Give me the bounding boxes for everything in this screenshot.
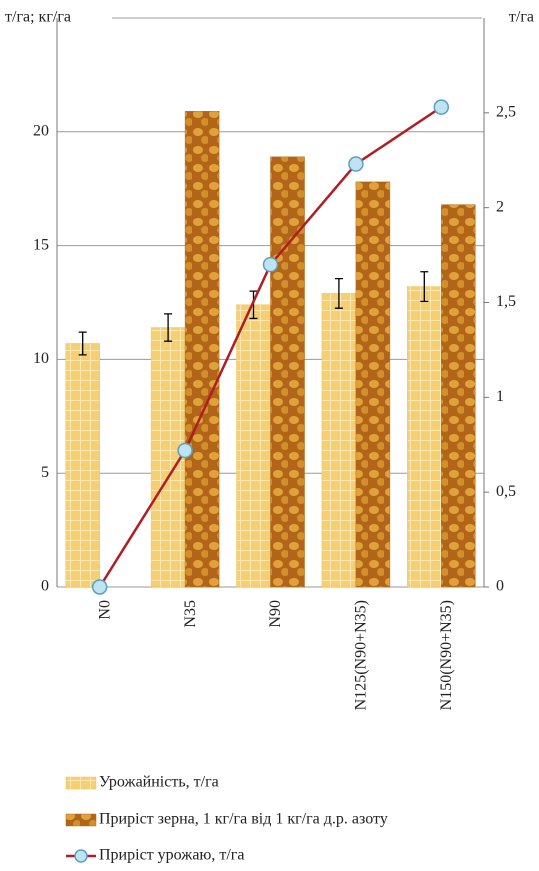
y-tick-label: 10 bbox=[33, 350, 49, 367]
y2-tick-label: 1,5 bbox=[496, 293, 516, 310]
y-tick-label: 0 bbox=[41, 578, 49, 595]
y-tick-label: 5 bbox=[41, 464, 49, 481]
y2-axis-label: т/га bbox=[509, 9, 534, 26]
x-tick-label: N150(N90+N35) bbox=[438, 600, 455, 710]
bar bbox=[441, 205, 475, 587]
line-marker bbox=[93, 580, 107, 594]
x-tick-label: N90 bbox=[267, 600, 284, 628]
bar bbox=[66, 343, 100, 587]
y-tick-label: 20 bbox=[33, 122, 49, 139]
x-tick-label: N0 bbox=[96, 600, 113, 620]
y-axis-label: т/га; кг/га bbox=[5, 9, 71, 26]
bar bbox=[407, 287, 441, 587]
bar bbox=[185, 111, 219, 587]
line-marker bbox=[434, 100, 448, 114]
legend-swatch bbox=[66, 814, 96, 826]
y2-tick-label: 0,5 bbox=[496, 483, 516, 500]
line-marker bbox=[349, 157, 363, 171]
line-marker bbox=[264, 258, 278, 272]
y2-tick-label: 1 bbox=[496, 388, 504, 405]
chart: т/га; кг/га т/га 0 5 10 15 20 0 0,5 1 1,5 2 2,5 N0 N… bbox=[0, 0, 539, 871]
bar bbox=[356, 182, 390, 587]
legend-label: Приріст урожаю, т/га bbox=[99, 847, 244, 864]
legend-label: Приріст зерна, 1 кг/га від 1 кг/га д.р. … bbox=[99, 811, 388, 828]
y-tick-label: 15 bbox=[33, 236, 49, 253]
legend-label: Урожайність, т/га bbox=[99, 774, 219, 791]
y2-tick-label: 0 bbox=[496, 578, 504, 595]
y2-tick-label: 2 bbox=[496, 198, 504, 215]
line-marker bbox=[178, 443, 192, 457]
legend-marker bbox=[75, 850, 87, 862]
bar bbox=[237, 305, 271, 587]
legend-swatch bbox=[66, 777, 96, 789]
bar bbox=[322, 293, 356, 587]
y2-tick-label: 2,5 bbox=[496, 104, 516, 121]
bar bbox=[271, 157, 305, 587]
x-tick-label: N35 bbox=[182, 600, 199, 628]
x-tick-label: N125(N90+N35) bbox=[353, 600, 370, 710]
